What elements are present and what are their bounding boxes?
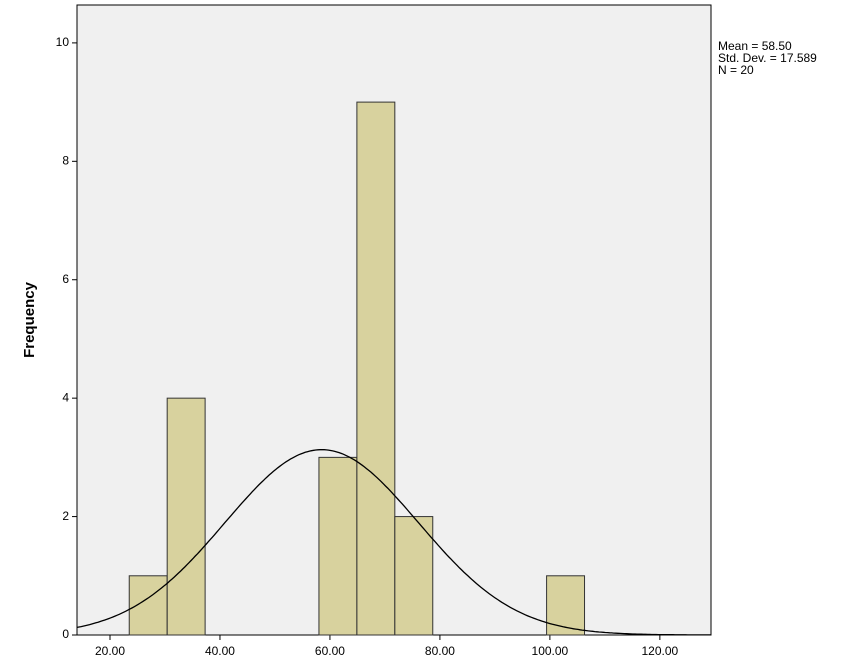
x-tick-label: 120.00 [642, 644, 679, 658]
chart: Frequency Mean = 58.50 Std. Dev. = 17.58… [0, 0, 859, 665]
stat-n: N = 20 [718, 63, 754, 77]
y-tick-label: 2 [62, 509, 69, 523]
x-tick-label: 40.00 [205, 644, 235, 658]
bar [319, 457, 357, 635]
y-tick-label: 8 [62, 153, 69, 167]
bar [395, 517, 433, 635]
x-tick-label: 80.00 [425, 644, 455, 658]
bar [129, 576, 167, 635]
x-tick-label: 60.00 [315, 644, 345, 658]
x-tick-label: 100.00 [532, 644, 569, 658]
y-tick-label: 6 [62, 272, 69, 286]
x-tick-label: 20.00 [95, 644, 125, 658]
bar [547, 576, 585, 635]
bar [357, 102, 395, 635]
y-tick-label: 10 [56, 35, 70, 49]
y-axis-label: Frequency [21, 281, 38, 358]
y-tick-label: 0 [62, 627, 69, 641]
bar [167, 398, 205, 635]
y-tick-label: 4 [62, 390, 69, 404]
